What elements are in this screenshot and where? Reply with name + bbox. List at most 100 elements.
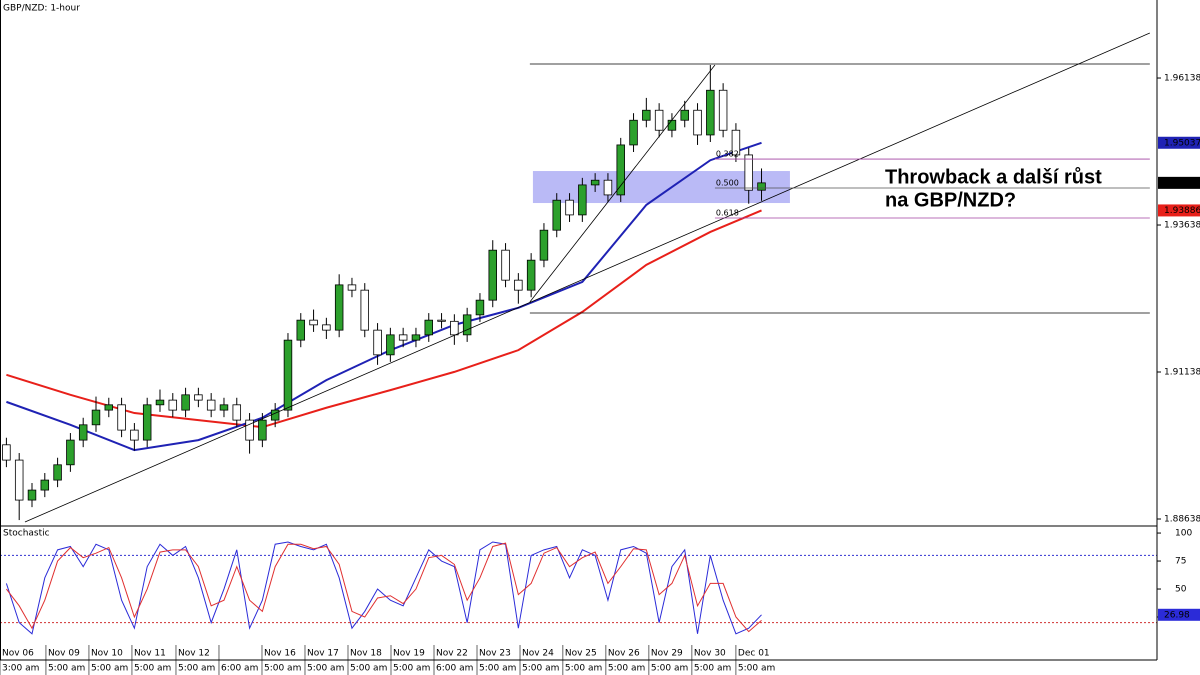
y-tick-label: 1.96138 bbox=[1164, 74, 1200, 84]
candle-body bbox=[578, 184, 587, 216]
y-tick-label: 50 bbox=[1175, 585, 1187, 595]
candle-body bbox=[731, 129, 741, 156]
candle-body bbox=[130, 429, 139, 441]
fib-label: 0.500 bbox=[716, 179, 739, 188]
candle-body bbox=[258, 419, 267, 441]
candle-body bbox=[501, 249, 510, 281]
x-tick-label: Nov 06 bbox=[2, 649, 34, 659]
candle-body bbox=[334, 284, 344, 331]
value-badge-label: 1.94355 bbox=[1164, 178, 1200, 188]
value-badge bbox=[1158, 136, 1200, 149]
value-badge bbox=[1158, 176, 1200, 189]
x-tick-label: Nov 23 bbox=[479, 649, 511, 659]
x-tick-time: 5:00 am bbox=[48, 664, 85, 674]
y-tick-label: 75 bbox=[1175, 557, 1186, 567]
y-tick-label: 1.93638 bbox=[1164, 221, 1200, 231]
x-tick-label: Nov 12 bbox=[178, 649, 210, 659]
x-tick-time: 5:00 am bbox=[307, 664, 344, 674]
candle-body bbox=[14, 459, 24, 501]
candle-body bbox=[322, 324, 331, 331]
candle-body bbox=[565, 199, 574, 216]
candle-body bbox=[680, 109, 689, 121]
x-tick-time: 6:00 am bbox=[221, 664, 258, 674]
candle-body bbox=[757, 182, 766, 191]
x-tick-label: Nov 09 bbox=[48, 649, 80, 659]
candle-body bbox=[78, 424, 88, 441]
x-tick-time: 6:00 am bbox=[436, 664, 473, 674]
candle-body bbox=[283, 339, 293, 411]
candle-body bbox=[360, 289, 370, 331]
candle-body bbox=[104, 404, 114, 411]
x-tick-label: Nov 11 bbox=[134, 649, 166, 659]
candle-body bbox=[270, 409, 280, 421]
x-tick-label: Nov 19 bbox=[393, 649, 425, 659]
candle-body bbox=[194, 394, 203, 401]
x-tick-time: 5:00 am bbox=[393, 664, 430, 674]
candle-body bbox=[2, 444, 11, 461]
value-badge bbox=[1158, 608, 1200, 621]
x-tick-label: Nov 30 bbox=[694, 649, 726, 659]
candle-body bbox=[642, 109, 651, 121]
candle-body bbox=[206, 399, 216, 411]
x-tick-label: Nov 24 bbox=[522, 649, 554, 659]
x-tick-label: Nov 25 bbox=[565, 649, 597, 659]
candle-body bbox=[424, 319, 433, 336]
candle-body bbox=[693, 109, 702, 136]
moving-average bbox=[6, 209, 762, 429]
value-badge-label: 1.93886 bbox=[1164, 206, 1200, 216]
x-tick-label: Nov 10 bbox=[91, 649, 123, 659]
fib-label: 0.618 bbox=[716, 209, 739, 218]
x-tick-label: Nov 26 bbox=[608, 649, 640, 659]
candle-body bbox=[629, 119, 638, 146]
x-tick-time: 5:00 am bbox=[651, 664, 688, 674]
candle-body bbox=[552, 199, 561, 231]
candle-body bbox=[667, 119, 677, 131]
x-tick-time: 5:00 am bbox=[264, 664, 301, 674]
trend-line bbox=[24, 32, 1150, 523]
x-tick-time: 5:00 am bbox=[694, 664, 731, 674]
candle-body bbox=[603, 179, 613, 196]
candle-body bbox=[232, 404, 242, 421]
x-tick-label: Nov 17 bbox=[307, 649, 339, 659]
candle-body bbox=[91, 409, 101, 426]
price-pane: 0.382 0.500 0.618 bbox=[2, 32, 1150, 523]
x-tick-time: 5:00 am bbox=[565, 664, 602, 674]
x-tick-label: Nov 22 bbox=[436, 649, 468, 659]
x-tick-time: 5:00 am bbox=[738, 664, 775, 674]
candle-body bbox=[744, 154, 753, 191]
candle-body bbox=[27, 489, 37, 501]
candle-body bbox=[142, 404, 152, 441]
overlay: 1.96138 1.93638 1.91138 1.88638 Nov 06 3:00 a… bbox=[0, 74, 1200, 675]
candle-body bbox=[718, 89, 728, 131]
candle-body bbox=[462, 314, 472, 336]
stochastic-line bbox=[6, 542, 762, 633]
value-badge-label: 1.95037 bbox=[1164, 138, 1200, 148]
x-tick-time: 5:00 am bbox=[608, 664, 645, 674]
candle-body bbox=[437, 319, 446, 322]
y-tick-label: 100 bbox=[1175, 529, 1192, 539]
candle-body bbox=[219, 404, 229, 411]
x-tick-label: Dec 01 bbox=[738, 649, 770, 659]
candle-body bbox=[411, 334, 421, 341]
candle-body bbox=[168, 399, 178, 411]
x-tick-time: 5:00 am bbox=[178, 664, 215, 674]
y-tick-label: 1.91138 bbox=[1164, 368, 1200, 378]
value-badge-label: 26.98 bbox=[1164, 610, 1190, 620]
candle-body bbox=[245, 419, 254, 441]
stochastic-pane bbox=[0, 541, 1157, 635]
candle-body bbox=[526, 259, 536, 291]
indicator-title: Stochastic bbox=[3, 529, 50, 539]
candle-body bbox=[475, 299, 485, 316]
candle-body bbox=[347, 284, 357, 291]
candle-body bbox=[155, 399, 165, 406]
candle-body bbox=[450, 320, 459, 336]
candle-body bbox=[590, 179, 600, 186]
x-tick-time: 5:00 am bbox=[479, 664, 516, 674]
x-tick-label: Nov 16 bbox=[264, 649, 296, 659]
x-tick-label: Nov 18 bbox=[350, 649, 382, 659]
x-tick-label: Nov 29 bbox=[651, 649, 683, 659]
stochastic-line bbox=[5, 541, 762, 635]
annotation: Throwback a další růst bbox=[885, 166, 1102, 188]
